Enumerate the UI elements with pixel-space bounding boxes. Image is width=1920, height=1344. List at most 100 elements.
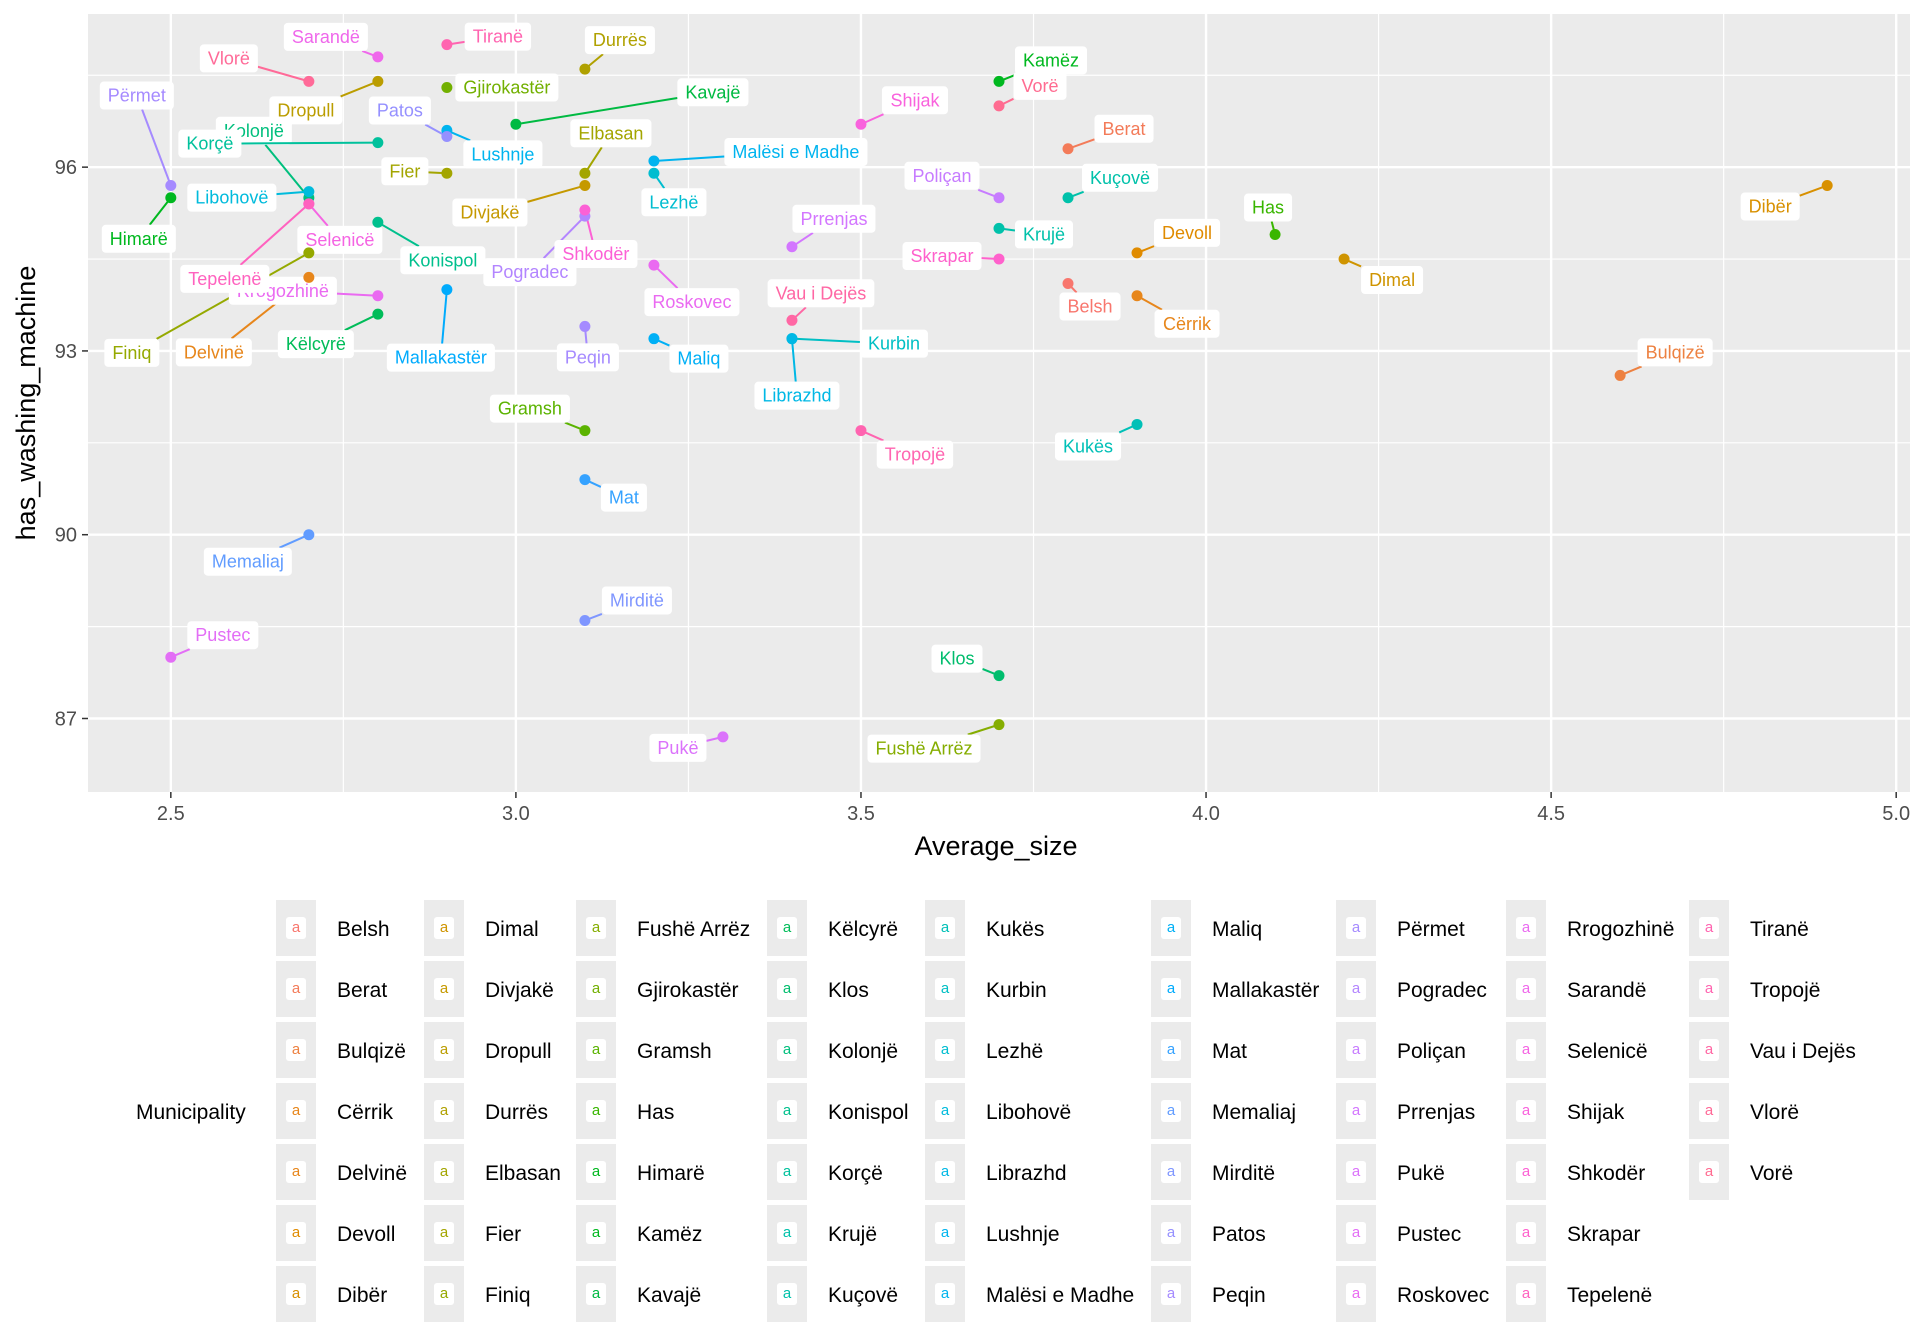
legend-label: Tepelenë bbox=[1567, 1284, 1652, 1307]
legend-key-box bbox=[586, 1039, 606, 1061]
legend-item-bulqiz-: a Bulqizë bbox=[276, 1022, 406, 1078]
legend-key-glyph: a bbox=[292, 1041, 301, 1058]
svg-text:Fier: Fier bbox=[389, 161, 420, 181]
legend-key-glyph: a bbox=[941, 919, 950, 936]
legend-label: Mallakastër bbox=[1212, 979, 1319, 1002]
point-libohov- bbox=[303, 186, 315, 198]
label-connector bbox=[141, 109, 172, 186]
legend-key-box bbox=[286, 978, 306, 1000]
legend-label: Elbasan bbox=[485, 1162, 561, 1185]
legend-item-poli-an: a Poliçan bbox=[1336, 1022, 1466, 1078]
label-box bbox=[584, 26, 655, 55]
label-box bbox=[876, 440, 954, 469]
legend-item-shkod-r: a Shkodër bbox=[1506, 1144, 1645, 1200]
legend-item-c-rrik: a Cërrik bbox=[276, 1083, 393, 1139]
svg-text:Librazhd: Librazhd bbox=[762, 386, 831, 406]
svg-text:Klos: Klos bbox=[939, 649, 974, 669]
legend-key-box bbox=[777, 1161, 797, 1183]
svg-text:Krujë: Krujë bbox=[1023, 224, 1065, 244]
label-box bbox=[386, 343, 495, 372]
svg-text:Kurbin: Kurbin bbox=[868, 334, 920, 354]
legend-key-glyph: a bbox=[292, 1224, 301, 1241]
legend-key-glyph: a bbox=[292, 919, 301, 936]
legend-key-glyph: a bbox=[1167, 1163, 1176, 1180]
point-klos bbox=[993, 670, 1005, 682]
point-label-patos: Patos bbox=[368, 96, 431, 125]
point-label-vau-i-dej-s: Vau i Dejës bbox=[767, 279, 875, 308]
point-label-kavaj-: Kavajë bbox=[677, 78, 749, 107]
legend-key-box bbox=[1516, 1283, 1536, 1305]
legend-item-belsh: a Belsh bbox=[276, 900, 390, 956]
svg-text:Dibër: Dibër bbox=[1749, 197, 1792, 217]
label-connector bbox=[340, 80, 379, 98]
point-label-skrapar: Skrapar bbox=[902, 242, 982, 271]
label-connector bbox=[264, 144, 310, 199]
legend-item-tiran-: a Tiranë bbox=[1689, 900, 1809, 956]
label-connector bbox=[344, 313, 379, 332]
point-label-delvin-: Delvinë bbox=[175, 338, 252, 367]
point-label-lushnje: Lushnje bbox=[463, 140, 543, 169]
point-label-mal-si-e-madhe: Malësi e Madhe bbox=[724, 138, 868, 167]
y-tick-label: 93 bbox=[55, 341, 77, 363]
point-memaliaj bbox=[303, 529, 315, 541]
label-box bbox=[554, 240, 638, 269]
svg-text:Vlorë: Vlorë bbox=[208, 48, 250, 68]
point-label-librazhd: Librazhd bbox=[754, 381, 840, 410]
point-lezh- bbox=[648, 167, 660, 179]
legend-label: Pogradec bbox=[1397, 979, 1487, 1002]
legend: Municipality a Belsh a Berat a Bulqizë a Cërrik… bbox=[136, 900, 1856, 1322]
point-mal-si-e-madhe bbox=[648, 155, 660, 167]
point-vlor- bbox=[303, 75, 315, 87]
y-tick-label: 90 bbox=[55, 525, 77, 547]
legend-item-elbasan: a Elbasan bbox=[424, 1144, 561, 1200]
point-poli-an bbox=[993, 192, 1005, 204]
svg-text:Cërrik: Cërrik bbox=[1163, 314, 1212, 334]
point-puk- bbox=[717, 731, 729, 743]
legend-key-box bbox=[586, 1100, 606, 1122]
legend-key-box bbox=[935, 1161, 955, 1183]
label-box bbox=[1244, 193, 1293, 222]
legend-label: Patos bbox=[1212, 1223, 1266, 1246]
legend-key-box bbox=[1346, 1161, 1366, 1183]
legend-label: Kuçovë bbox=[828, 1284, 898, 1307]
legend-key-glyph: a bbox=[592, 1285, 601, 1302]
point-label-tiran-: Tiranë bbox=[464, 22, 532, 51]
legend-item-maliq: a Maliq bbox=[1151, 900, 1262, 956]
label-connector bbox=[527, 184, 586, 203]
label-box bbox=[556, 343, 619, 372]
legend-key-box bbox=[434, 1283, 454, 1305]
legend-key-box bbox=[586, 978, 606, 1000]
x-tick-label: 5.0 bbox=[1882, 803, 1910, 825]
legend-label: Selenicë bbox=[1567, 1040, 1648, 1063]
legend-key-glyph: a bbox=[783, 1224, 792, 1241]
point-mirdit- bbox=[579, 614, 591, 626]
point-label-selenic-: Selenicë bbox=[297, 225, 383, 254]
label-box bbox=[669, 344, 729, 373]
point-label-fush-arr-z: Fushë Arrëz bbox=[867, 734, 981, 763]
point-delvin- bbox=[303, 271, 315, 283]
legend-key-glyph: a bbox=[1167, 1224, 1176, 1241]
point-bulqiz- bbox=[1614, 369, 1626, 381]
label-box bbox=[199, 44, 258, 73]
legend-label: Kamëz bbox=[637, 1223, 702, 1246]
point-belsh bbox=[1062, 278, 1074, 290]
legend-label: Sarandë bbox=[1567, 979, 1646, 1002]
label-box bbox=[649, 733, 707, 762]
legend-label: Finiq bbox=[485, 1284, 531, 1307]
point-label-vor-: Vorë bbox=[1013, 71, 1067, 100]
legend-key-box bbox=[777, 1222, 797, 1244]
legend-key-box bbox=[1516, 1039, 1536, 1061]
point-vor- bbox=[993, 100, 1005, 112]
point-peqin bbox=[579, 320, 591, 332]
legend-key-box bbox=[1346, 1039, 1366, 1061]
legend-key-box bbox=[935, 1283, 955, 1305]
legend-key-box bbox=[1346, 1222, 1366, 1244]
svg-text:Mirditë: Mirditë bbox=[610, 590, 664, 610]
legend-key-glyph: a bbox=[1522, 1285, 1531, 1302]
svg-text:Malësi e Madhe: Malësi e Madhe bbox=[732, 142, 859, 162]
legend-key-glyph: a bbox=[1522, 1102, 1531, 1119]
legend-key-box bbox=[1699, 1161, 1719, 1183]
legend-label: Maliq bbox=[1212, 918, 1262, 941]
svg-text:Devoll: Devoll bbox=[1162, 223, 1212, 243]
